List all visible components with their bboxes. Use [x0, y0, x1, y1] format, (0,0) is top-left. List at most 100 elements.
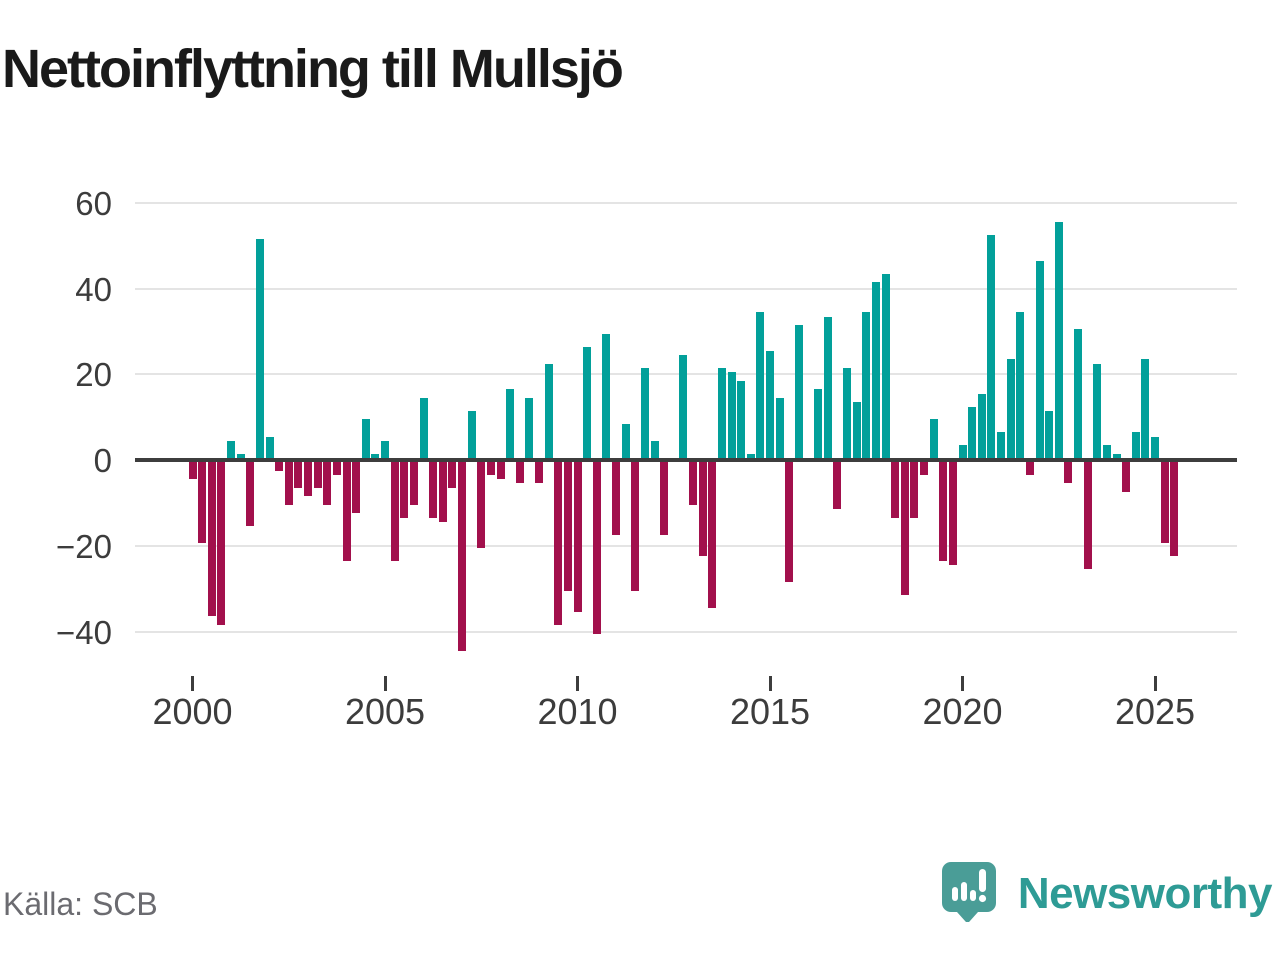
bar-2024-q3 — [1131, 432, 1140, 458]
newsworthy-wordmark: Newsworthy — [1017, 868, 1273, 918]
x-axis-label: 2000 — [152, 691, 233, 732]
bar-2017-q4 — [871, 282, 880, 458]
bar-2013-q2 — [698, 462, 707, 557]
grid-line — [135, 544, 1237, 547]
bar-2010-q4 — [602, 333, 611, 458]
bar-2004-q3 — [361, 419, 370, 458]
bar-2015-q2 — [775, 397, 784, 458]
bar-2010-q3 — [592, 462, 601, 634]
bar-2014-q2 — [737, 380, 746, 458]
bar-2023-q3 — [1093, 363, 1102, 458]
bar-2014-q3 — [746, 453, 755, 458]
x-axis-label: 2015 — [729, 691, 811, 732]
bar-2013-q4 — [717, 367, 726, 458]
bar-2015-q1 — [766, 350, 774, 458]
x-axis-tick — [1153, 676, 1157, 691]
chart-title: Nettoinflyttning till Mullsjö — [2, 39, 624, 99]
bar-2005-q2 — [390, 462, 399, 561]
bar-2024-q1 — [1112, 453, 1121, 458]
bar-2019-q1 — [920, 462, 928, 475]
bar-2024-q4 — [1141, 359, 1150, 458]
grid-line — [135, 630, 1237, 633]
bar-2018-q1 — [881, 273, 890, 458]
bar-2011-q1 — [612, 462, 620, 535]
bar-2004-q4 — [371, 453, 380, 458]
bar-2021-q2 — [1006, 359, 1015, 458]
bar-2009-q3 — [554, 462, 563, 625]
bar-2001-q2 — [236, 453, 245, 458]
bar-2009-q2 — [544, 363, 553, 458]
bar-2012-q1 — [650, 440, 659, 458]
bar-2001-q1 — [227, 440, 235, 458]
bar-2015-q4 — [794, 325, 803, 458]
y-axis-label: −20 — [56, 527, 112, 565]
bar-2023-q2 — [1083, 462, 1092, 570]
bar-2002-q4 — [294, 462, 303, 488]
bar-2007-q1 — [458, 462, 466, 651]
bar-2002-q3 — [284, 462, 293, 505]
bar-2023-q4 — [1102, 445, 1111, 458]
y-axis-label: −40 — [56, 613, 112, 651]
bar-2008-q2 — [506, 389, 515, 458]
bar-2002-q2 — [275, 462, 284, 471]
bar-2004-q1 — [342, 462, 351, 561]
bar-2020-q3 — [977, 393, 986, 458]
bar-2003-q1 — [304, 462, 312, 497]
grid-line — [135, 201, 1237, 204]
bar-2000-q3 — [207, 462, 216, 617]
bar-chart: 2000 2005 2010 2015 2020 2025 — [135, 195, 1237, 735]
y-axis-label: 0 — [93, 442, 112, 479]
bar-2025-q1 — [1151, 436, 1159, 458]
bar-2007-q3 — [477, 462, 486, 548]
bar-2021-q4 — [1025, 462, 1034, 475]
x-axis-label: 2005 — [344, 691, 426, 732]
bar-2016-q4 — [833, 462, 842, 510]
bar-2005-q4 — [409, 462, 418, 505]
bar-2009-q4 — [563, 462, 572, 591]
bar-2001-q4 — [255, 239, 264, 458]
bar-2016-q3 — [823, 316, 832, 458]
bar-2020-q4 — [987, 235, 996, 458]
bar-2021-q1 — [997, 432, 1005, 458]
bar-chart-speech-bubble-icon — [940, 860, 998, 927]
bar-2013-q1 — [689, 462, 697, 505]
bar-2016-q2 — [814, 389, 823, 458]
bar-2002-q1 — [265, 436, 274, 458]
bar-2008-q4 — [525, 397, 534, 458]
bar-2017-q3 — [862, 312, 871, 458]
bar-2022-q2 — [1045, 410, 1054, 458]
bar-2015-q3 — [785, 462, 794, 583]
bar-2011-q4 — [640, 367, 649, 458]
x-axis-tick — [576, 676, 579, 691]
bar-2000-q4 — [217, 462, 226, 625]
bar-2014-q4 — [756, 312, 765, 458]
bar-2003-q3 — [323, 462, 332, 505]
bar-2019-q2 — [929, 419, 938, 458]
bar-2011-q3 — [631, 462, 640, 591]
bar-2006-q4 — [448, 462, 457, 488]
bar-2020-q2 — [968, 406, 977, 458]
bar-2000-q2 — [198, 462, 207, 544]
bar-2007-q4 — [486, 462, 495, 475]
bar-2005-q3 — [400, 462, 409, 518]
bar-2025-q2 — [1160, 462, 1169, 544]
x-axis-tick — [191, 676, 194, 691]
bar-2018-q2 — [891, 462, 900, 518]
y-axis-label: 20 — [75, 356, 112, 394]
x-axis-tick — [768, 676, 772, 691]
bar-2006-q1 — [419, 397, 428, 458]
bar-2019-q3 — [939, 462, 948, 561]
x-axis-tick — [383, 676, 387, 691]
bar-2000-q1 — [188, 462, 197, 480]
bar-2022-q1 — [1035, 260, 1044, 458]
bar-2007-q2 — [467, 410, 476, 458]
bar-2024-q2 — [1122, 462, 1131, 492]
bar-2012-q4 — [679, 355, 688, 458]
bar-2023-q1 — [1074, 329, 1082, 458]
bar-2009-q1 — [535, 462, 543, 484]
bar-2022-q4 — [1064, 462, 1073, 484]
bar-2021-q3 — [1016, 312, 1025, 458]
bar-2018-q4 — [910, 462, 919, 518]
bar-2003-q4 — [332, 462, 341, 475]
grid-line — [135, 287, 1237, 290]
